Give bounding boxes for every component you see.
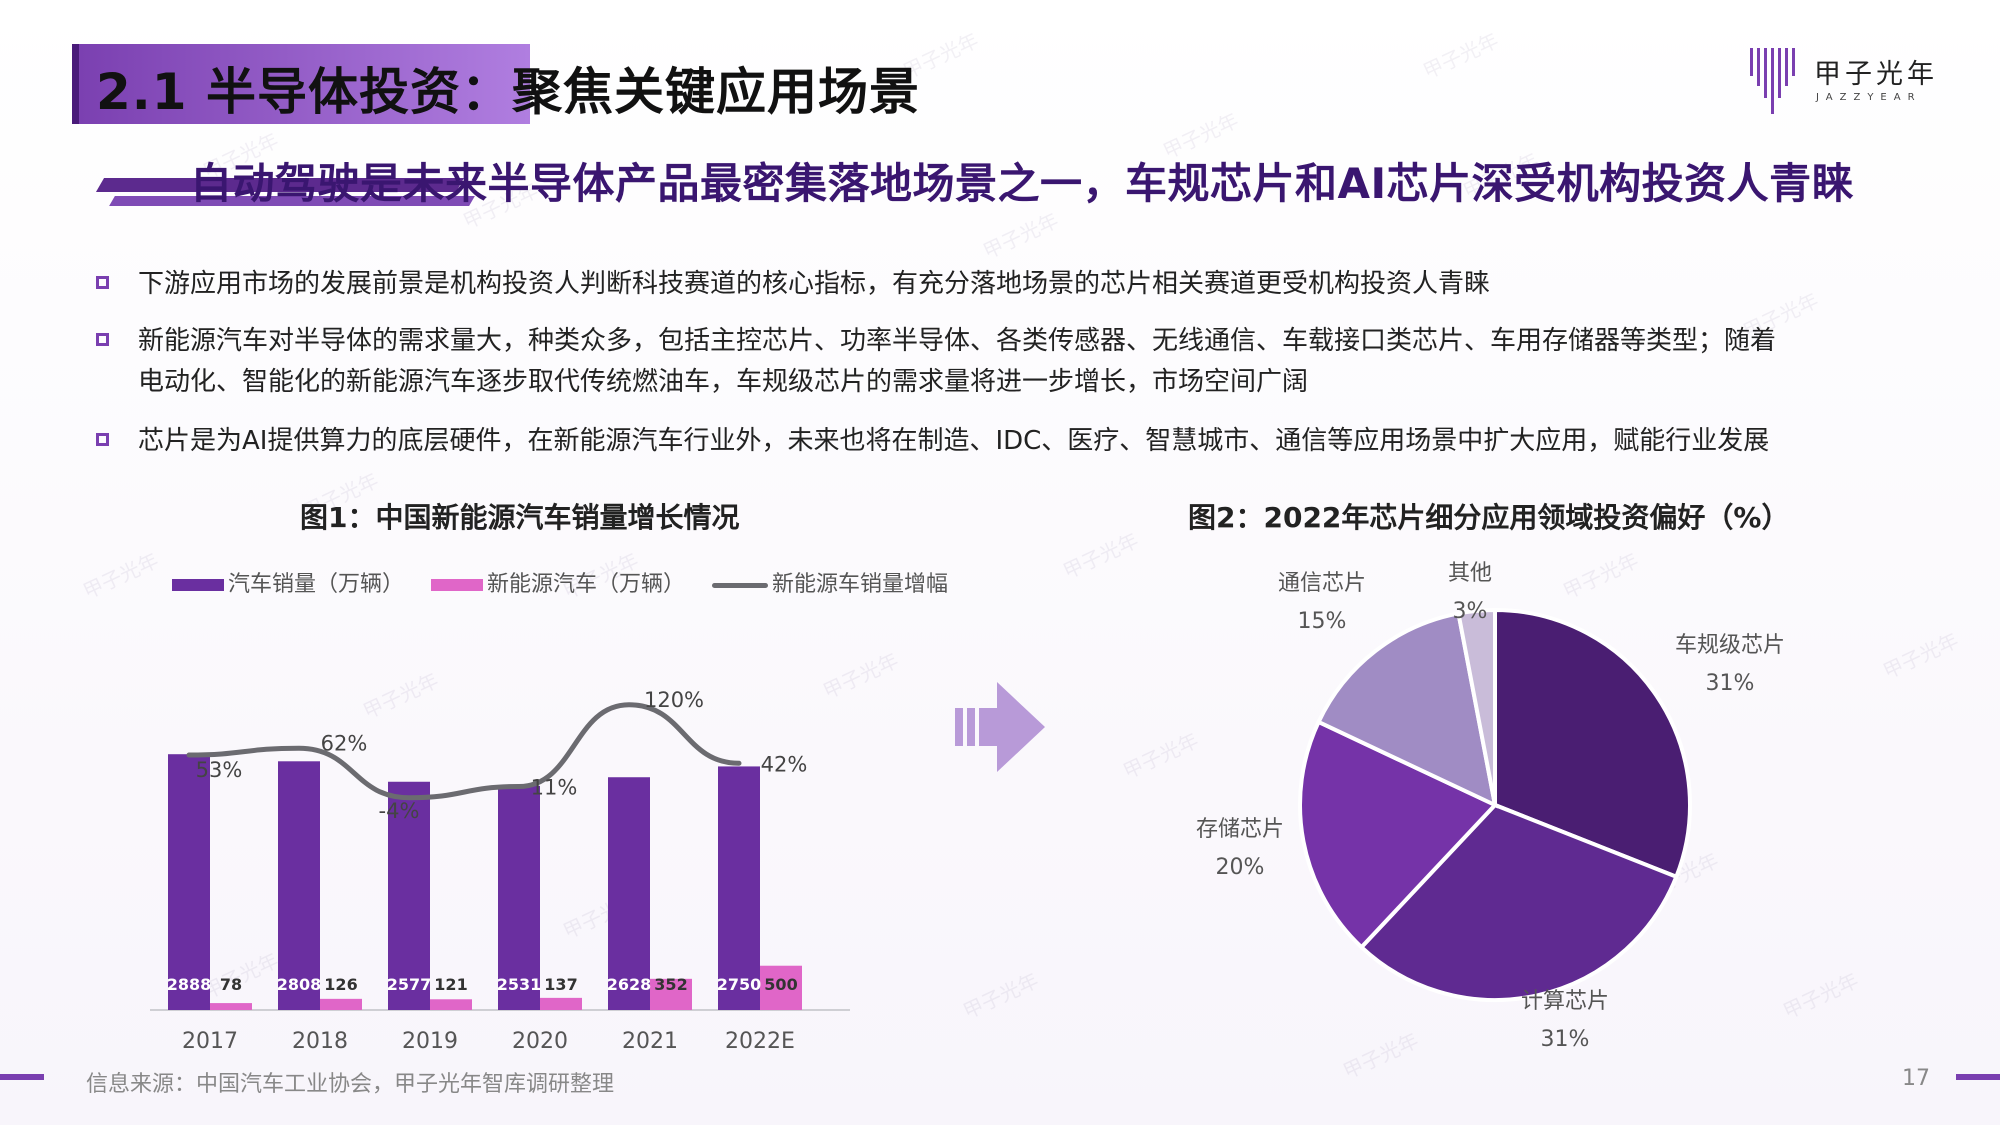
bullet-text-line: 下游应用市场的发展前景是机构投资人判断科技赛道的核心指标，有充分落地场景的芯片相… [138,269,1491,299]
pie-slice-label: 车规级芯片 [1675,633,1785,658]
data-label: 126 [324,975,357,994]
watermark-text: 甲子光年 [1419,28,1502,84]
bullet-text-line: 电动化、智能化的新能源汽车逐步取代传统燃油车，车规级芯片的需求量将进一步增长，市… [138,367,1309,397]
growth-line [186,702,742,801]
bullet-item: 下游应用市场的发展前景是机构投资人判断科技赛道的核心指标，有充分落地场景的芯片相… [96,264,1896,305]
flow-arrow-icon [955,682,1045,772]
pie-slice-label: 通信芯片 [1278,571,1366,596]
footer-accent-left [0,1074,44,1080]
growth-label: -4% [379,799,420,823]
title-accent-bar [72,44,79,124]
bullet-item: 芯片是为AI提供算力的底层硬件，在新能源汽车行业外，未来也将在制造、IDC、医疗… [96,421,1896,462]
bar-nev-sales [320,998,362,1010]
pie-slice-percent: 3% [1453,599,1488,624]
x-tick-label: 2017 [182,1029,238,1054]
section-subtitle: 自动驾驶是未来半导体产品最密集落地场景之一，车规芯片和AI芯片深受机构投资人青睐 [190,159,1855,208]
title-highlight-box [72,44,530,124]
logo-english-name: JAZZYEAR [1816,92,1922,103]
watermark-text: 甲子光年 [1059,528,1142,584]
chip-investment-pie-chart: 车规级芯片 31% 计算芯片 31% 存储芯片 20% 通信芯片 15% 其他 3% [1196,561,1785,1052]
bar-nev-sales [430,999,472,1010]
data-label: 2628 [607,975,652,994]
data-label: 2577 [387,975,432,994]
bullet-square-icon [96,333,109,346]
pie-slice [1315,611,1498,809]
footer-accent-right [1956,1074,2000,1080]
pie-slice-percent: 15% [1298,609,1347,634]
legend-label: 汽车销量（万辆） [228,572,405,597]
growth-label: 62% [321,731,368,755]
nev-sales-bar-line-chart: 2888 78 2017 2808 126 2018 2577 121 2019 2531 137 2… [150,688,850,1054]
legend-item-car-sales: 汽车销量（万辆） [172,572,404,597]
pie-slice-label: 计算芯片 [1521,989,1609,1014]
pie-slice [1358,802,1679,1002]
x-tick-label: 2018 [292,1029,348,1054]
bullet-text-line: 芯片是为AI提供算力的底层硬件，在新能源汽车行业外，未来也将在制造、IDC、医疗… [138,426,1770,456]
data-label: 2888 [167,975,212,994]
legend-swatch [172,579,224,591]
bar-nev-sales [210,1003,252,1010]
data-label: 2750 [717,975,762,994]
bar-car-sales [718,766,760,1010]
watermark-text: 甲子光年 [1879,628,1962,684]
pie-slice-percent: 31% [1706,671,1755,696]
chart-legend: 汽车销量（万辆） 新能源汽车（万辆） 新能源车销量增幅 [172,566,948,598]
growth-label: 42% [761,752,808,776]
page-number: 17 [1902,1066,1930,1091]
bar-car-sales [498,785,540,1010]
bullet-square-icon [96,276,109,289]
pie-slice-percent: 31% [1541,1027,1590,1052]
growth-label: 53% [196,758,243,782]
legend-line-swatch [712,582,769,588]
figure1-title: 图1：中国新能源汽车销量增长情况 [300,501,740,534]
pie-slice [1298,719,1499,950]
watermark-text: 甲子光年 [979,208,1062,264]
bar-nev-sales [650,978,692,1010]
data-label: 352 [654,975,687,994]
bar-nev-sales [760,965,802,1010]
page-title: 2.1 半导体投资：聚焦关键应用场景 [96,63,920,121]
pie-slice-percent: 20% [1216,855,1265,880]
bullet-text-line: 新能源汽车对半导体的需求量大，种类众多，包括主控芯片、功率半导体、各类传感器、无… [138,326,1777,356]
legend-item-nev-sales: 新能源汽车（万辆） [431,572,685,597]
growth-label: 120% [644,688,704,712]
watermark-text: 甲子光年 [959,968,1042,1024]
x-tick-label: 2020 [512,1029,568,1054]
legend-label: 新能源车销量增幅 [772,572,949,597]
brand-logo: 甲子光年 JAZZYEAR [1748,44,1948,120]
pie-slice [1493,607,1692,880]
data-label: 78 [220,975,242,994]
growth-label: 11% [531,776,578,800]
logo-bars-icon [1750,48,1795,114]
bullet-square-icon [96,433,109,446]
legend-label: 新能源汽车（万辆） [487,572,686,597]
data-label: 121 [434,975,467,994]
figure2-title: 图2：2022年芯片细分应用领域投资偏好（%） [1188,501,1790,534]
bullet-item: 新能源汽车对半导体的需求量大，种类众多，包括主控芯片、功率半导体、各类传感器、无… [96,321,1896,403]
source-note: 信息来源：中国汽车工业协会，甲子光年智库调研整理 [86,1072,615,1097]
bar-car-sales [278,761,320,1010]
pie-slice-label: 其他 [1448,561,1492,586]
data-label: 2808 [277,975,322,994]
x-tick-label: 2019 [402,1029,458,1054]
bar-car-sales [168,754,210,1010]
x-tick-label: 2021 [622,1029,678,1054]
legend-item-growth: 新能源车销量增幅 [712,572,948,597]
data-label: 2531 [497,975,542,994]
pie-slice-label: 存储芯片 [1196,817,1284,842]
bar-nev-sales [540,997,582,1010]
logo-chinese-name: 甲子光年 [1814,59,1938,90]
data-label: 137 [544,975,577,994]
data-label: 500 [764,975,797,994]
bar-car-sales [388,781,430,1010]
legend-swatch [431,579,484,591]
bar-car-sales [608,777,650,1010]
watermark-text: 甲子光年 [79,548,162,604]
x-tick-label: 2022E [725,1029,795,1054]
pie-slice [1456,607,1497,806]
